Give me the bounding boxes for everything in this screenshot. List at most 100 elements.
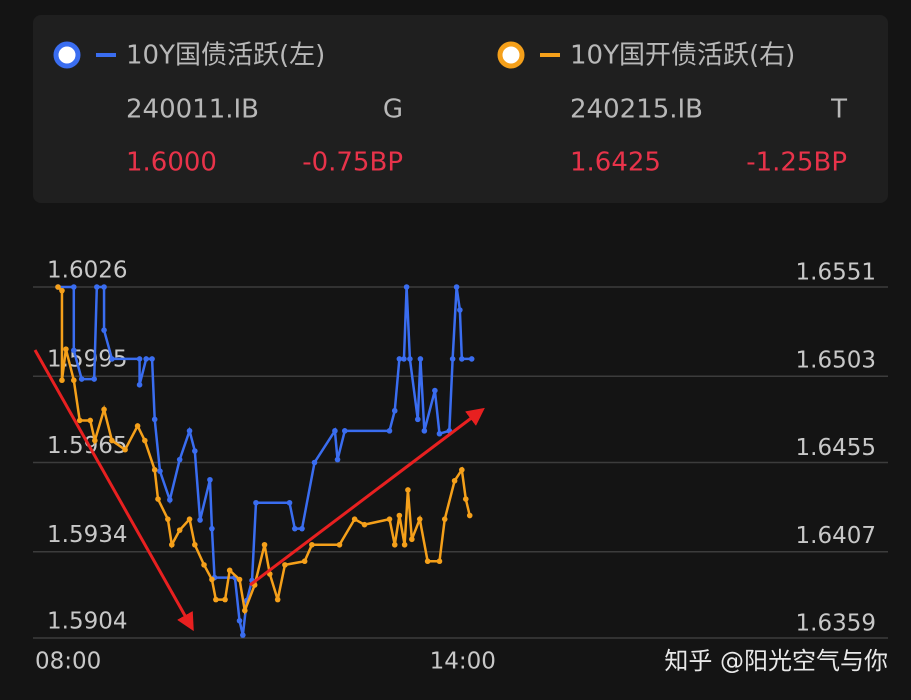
data-point [282,562,288,568]
data-point [361,521,368,528]
data-point [109,437,115,444]
bond-change: -0.75BP [302,148,403,178]
data-point [236,617,243,624]
data-point [151,467,158,473]
data-point [71,284,77,290]
y-tick-label: 1.5904 [47,609,127,635]
data-point [201,562,207,568]
data-point [441,516,448,522]
data-point [213,596,219,603]
y-tick-label: 1.5934 [47,522,127,548]
data-point [209,525,215,532]
data-point [109,356,115,362]
data-point [167,497,173,503]
bond-change: -1.25BP [746,148,847,178]
data-point [334,456,341,463]
y-tick-label: 1.6026 [47,258,127,284]
annotation-arrow [33,349,194,632]
data-point [157,468,163,474]
bond-code: 240215.IB [570,95,703,125]
data-point [407,356,413,362]
data-point [449,356,456,362]
data-point [466,512,473,519]
data-point [299,525,305,532]
data-point [414,416,421,423]
data-point [192,541,198,548]
data-point [101,284,107,290]
data-point [253,499,259,506]
data-point [401,356,407,362]
data-point [416,516,423,522]
data-point [462,496,469,502]
data-point [457,307,463,313]
annotation-arrow [249,407,485,587]
data-point [169,541,175,548]
data-point [242,607,248,614]
data-point [309,541,315,548]
bond-price: 1.6000 [126,148,217,178]
grid: 1.59041.59341.59651.59951.60261.63591.64… [33,258,888,675]
data-point [436,430,443,437]
data-point [142,437,148,444]
data-point [436,558,443,565]
data-point [261,541,268,548]
bond-price: 1.6425 [570,148,661,178]
data-point [391,541,398,548]
legend-name: 10Y国开债活跃(右) [570,41,795,71]
data-point [432,387,438,394]
data-point [386,516,393,522]
data-point [409,536,415,543]
data-point [351,516,358,522]
data-point [286,499,293,506]
legend-icon [497,41,525,69]
data-point [155,496,161,502]
data-point [236,576,243,583]
y2-tick-label: 1.6359 [796,611,876,637]
data-point [92,437,98,444]
data-point [405,487,411,493]
y-tick-label: 1.5965 [47,433,127,459]
data-point [94,284,100,290]
data-point [240,632,246,638]
data-point [226,567,233,574]
data-point [122,446,128,453]
data-point [149,356,155,362]
plot [55,284,475,638]
data-point [396,512,403,519]
legend: 10Y国债活跃(左) 240011.IB G 1.6000 -0.75BP 10… [53,41,847,178]
data-point [55,284,61,290]
legend-name: 10Y国债活跃(左) [126,41,325,71]
data-point [311,459,318,466]
data-point [59,287,65,294]
data-point [136,356,143,362]
x-tick-label: 08:00 [35,649,101,675]
bond-tag: G [383,95,403,125]
data-point [453,284,460,290]
data-point [451,477,458,484]
data-point [222,596,228,603]
data-point [274,596,281,603]
data-point [78,376,85,382]
data-point [459,467,465,473]
data-point [192,448,198,454]
legend-panel [33,15,888,203]
data-point [165,516,171,522]
legend-icon [53,41,81,69]
x-tick-label: 14:00 [430,649,496,675]
data-point [459,356,465,362]
y2-tick-label: 1.6455 [796,435,876,461]
y2-tick-label: 1.6503 [796,347,876,373]
data-point [63,346,69,352]
watermark: 知乎 @阳光空气与你 [664,647,888,675]
data-point [186,516,193,522]
data-point [341,428,348,434]
data-point [76,417,83,424]
data-point [91,376,97,382]
data-point [101,406,107,413]
data-point [386,428,393,434]
data-point [136,382,143,388]
data-point [207,476,213,483]
data-point [301,558,308,565]
data-point [209,576,215,583]
